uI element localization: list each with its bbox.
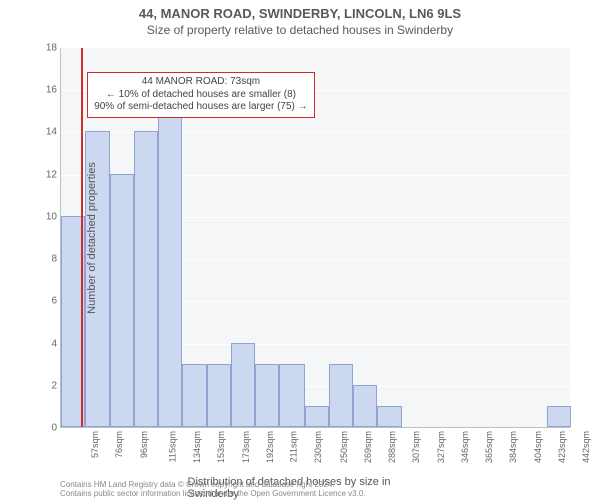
x-tick-label: 288sqm: [387, 431, 397, 463]
x-tick-label: 365sqm: [484, 431, 494, 463]
x-tick-label: 153sqm: [216, 431, 226, 463]
x-tick-label: 250sqm: [339, 431, 349, 463]
histogram-bar: [547, 406, 571, 427]
histogram-bar: [353, 385, 377, 427]
y-tick-label: 0: [51, 423, 61, 434]
plot-area: 02468101214161857sqm76sqm96sqm115sqm134s…: [60, 48, 570, 428]
reference-line: [81, 48, 83, 427]
footer-line: Contains HM Land Registry data © Crown c…: [60, 480, 366, 489]
x-tick-label: 384sqm: [508, 431, 518, 463]
histogram-bar: [255, 364, 279, 427]
histogram-bar: [279, 364, 304, 427]
x-tick-label: 307sqm: [411, 431, 421, 463]
x-tick-label: 442sqm: [581, 431, 591, 463]
footer-line: Contains public sector information licen…: [60, 489, 366, 498]
histogram-bar: [305, 406, 329, 427]
histogram-bar: [110, 174, 134, 427]
y-tick-label: 16: [46, 85, 61, 96]
histogram-bar: [377, 406, 402, 427]
footer-credits: Contains HM Land Registry data © Crown c…: [60, 480, 366, 498]
x-tick-label: 230sqm: [313, 431, 323, 463]
y-axis-label: Number of detached properties: [86, 162, 98, 314]
annotation-line: ← 10% of detached houses are smaller (8): [94, 89, 307, 102]
histogram-bar: [329, 364, 353, 427]
y-tick-label: 8: [51, 254, 61, 265]
x-tick-label: 134sqm: [192, 431, 202, 463]
x-tick-label: 173sqm: [241, 431, 251, 463]
x-tick-label: 404sqm: [533, 431, 543, 463]
x-tick-label: 211sqm: [289, 431, 299, 462]
x-tick-label: 192sqm: [265, 431, 275, 463]
x-tick-label: 327sqm: [436, 431, 446, 463]
x-tick-label: 76sqm: [114, 431, 124, 458]
x-tick-label: 423sqm: [557, 431, 567, 463]
x-tick-label: 115sqm: [168, 431, 178, 462]
x-tick-label: 57sqm: [90, 431, 100, 458]
histogram-bar: [158, 110, 182, 427]
y-tick-label: 14: [46, 127, 61, 138]
x-tick-label: 269sqm: [363, 431, 373, 463]
y-tick-label: 4: [51, 338, 61, 349]
y-tick-label: 6: [51, 296, 61, 307]
y-tick-label: 12: [46, 169, 61, 180]
annotation-line: 90% of semi-detached houses are larger (…: [94, 101, 307, 114]
histogram-bar: [207, 364, 231, 427]
page-title: 44, MANOR ROAD, SWINDERBY, LINCOLN, LN6 …: [0, 6, 600, 21]
x-tick-label: 96sqm: [139, 431, 149, 458]
y-tick-label: 10: [46, 211, 61, 222]
title-block: 44, MANOR ROAD, SWINDERBY, LINCOLN, LN6 …: [0, 0, 600, 37]
page-subtitle: Size of property relative to detached ho…: [0, 23, 600, 37]
annotation-callout: 44 MANOR ROAD: 73sqm← 10% of detached ho…: [87, 72, 314, 118]
histogram-bar: [134, 131, 158, 427]
histogram-bar: [231, 343, 255, 427]
y-tick-label: 2: [51, 380, 61, 391]
x-tick-label: 346sqm: [460, 431, 470, 463]
y-tick-label: 18: [46, 43, 61, 54]
annotation-line: 44 MANOR ROAD: 73sqm: [94, 76, 307, 89]
histogram-bar: [182, 364, 207, 427]
histogram-chart: 02468101214161857sqm76sqm96sqm115sqm134s…: [60, 48, 570, 428]
